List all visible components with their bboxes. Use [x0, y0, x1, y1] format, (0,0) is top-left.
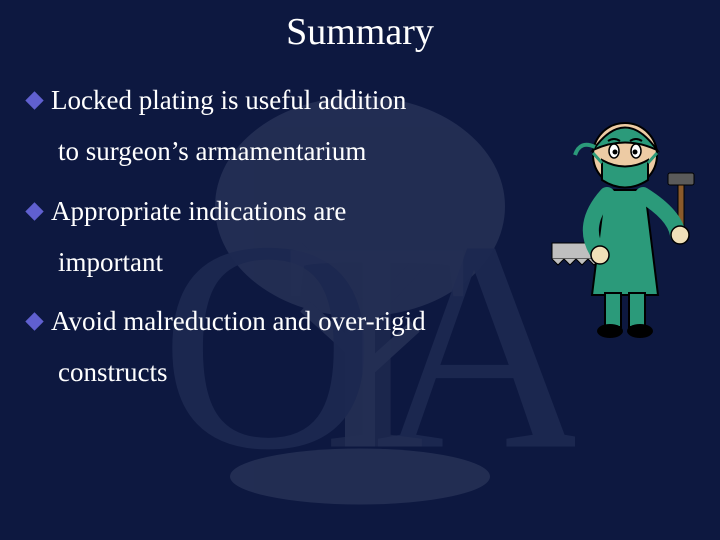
diamond-icon [25, 92, 43, 110]
list-item: Avoid malreduction and over-rigid constr… [28, 296, 528, 399]
bullet-text-cont: to surgeon’s armamentarium [28, 126, 528, 177]
bullet-text: Avoid malreduction and over-rigid [51, 306, 426, 336]
surgeon-clipart [550, 95, 700, 345]
bullet-text: Locked plating is useful addition [51, 85, 406, 115]
diamond-icon [25, 202, 43, 220]
bullet-list: Locked plating is useful addition to sur… [28, 75, 528, 407]
diamond-icon [25, 313, 43, 331]
slide-title: Summary [0, 10, 720, 54]
list-item: Locked plating is useful addition to sur… [28, 75, 528, 178]
bullet-text: Appropriate indications are [51, 196, 346, 226]
bullet-text-cont: important [28, 237, 528, 288]
bullet-text-cont: constructs [28, 347, 528, 398]
list-item: Appropriate indications are important [28, 186, 528, 289]
